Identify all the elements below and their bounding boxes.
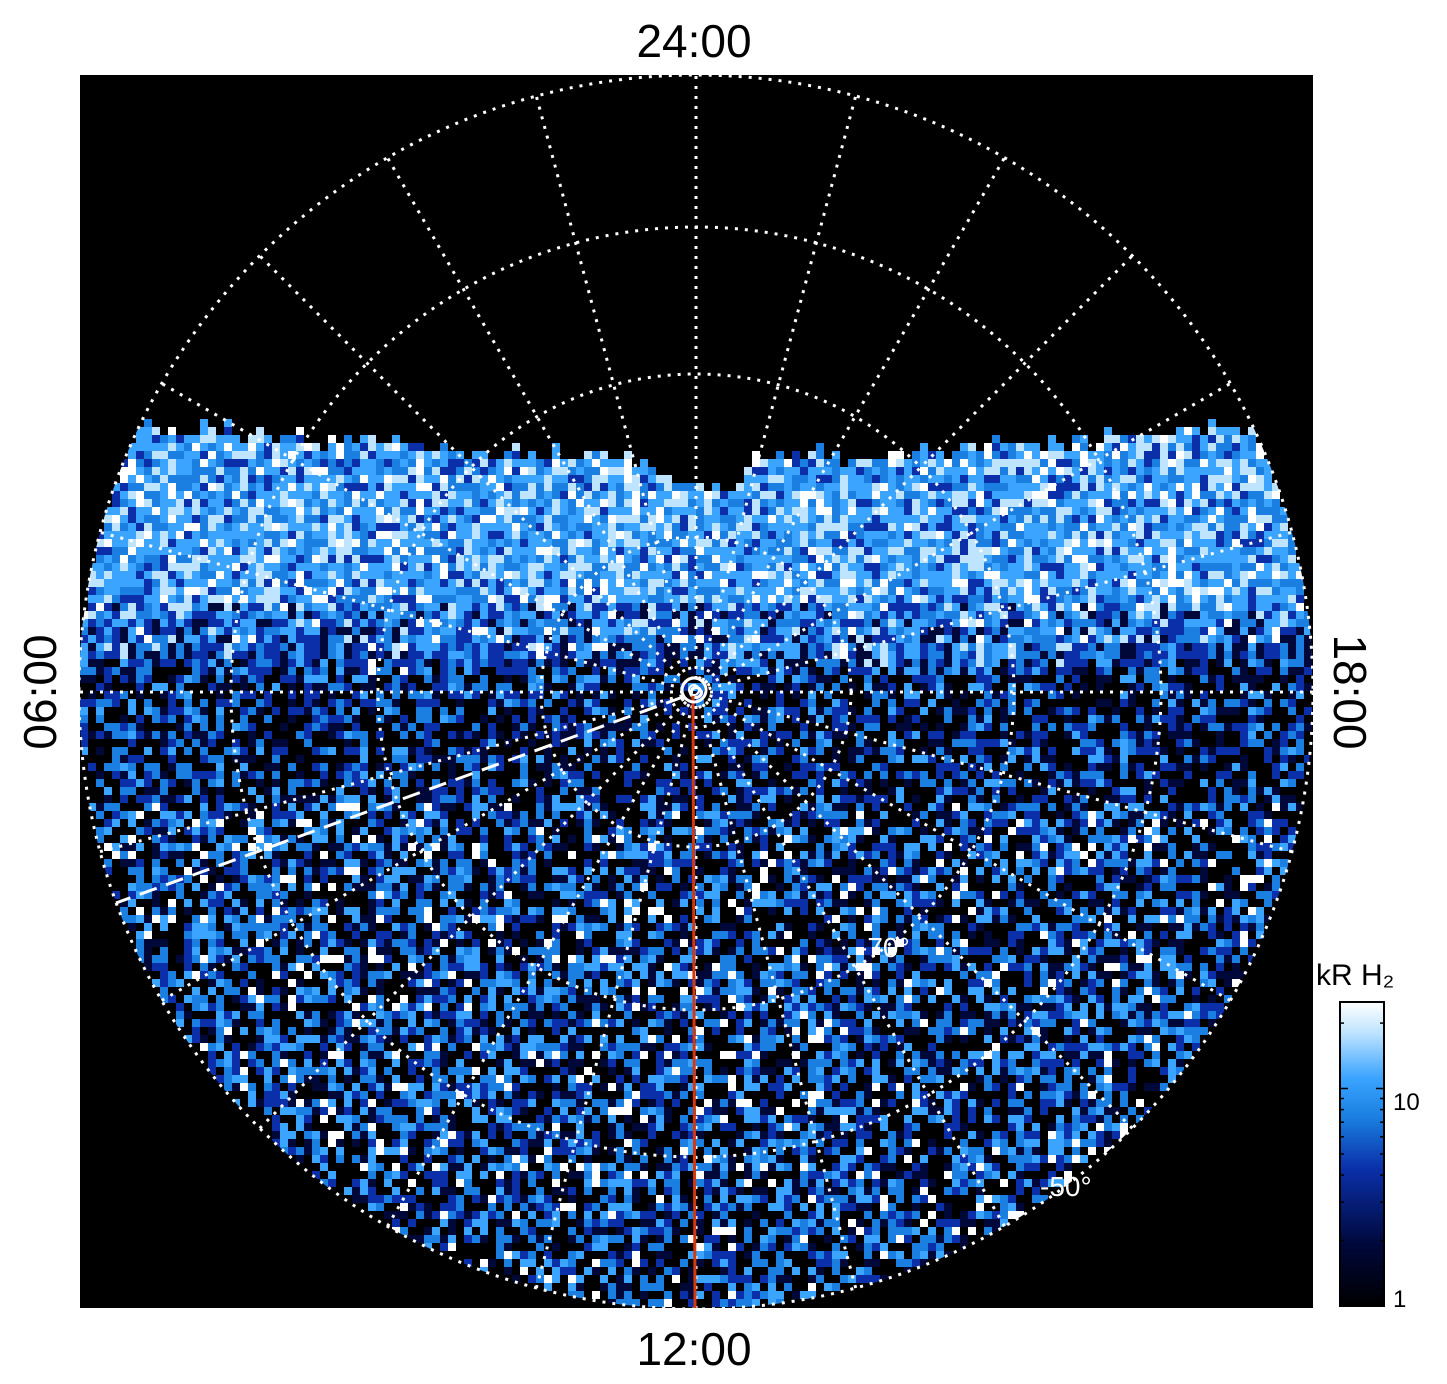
colorbar-tick-label-10: 10 (1393, 1089, 1420, 1116)
pole-marker (680, 676, 708, 704)
local-time-label-top: 24:00 (636, 15, 751, 67)
colorbar-gradient (1339, 1001, 1385, 1307)
auroral-emission-layer (80, 419, 1312, 1307)
colorbar-title: kR H₂ (1316, 959, 1394, 992)
colorbar-ticks (1340, 1022, 1384, 1242)
colorbar: kR H₂ 10 1 (1316, 959, 1420, 1313)
local-time-label-right: 18:00 (1324, 634, 1376, 749)
local-time-label-left: 06:00 (14, 634, 66, 749)
dashed-reference-line (115, 695, 684, 905)
noon-meridian-line (691, 694, 697, 1309)
latitude-label-70: -70° (858, 932, 910, 963)
colorbar-tick-label-1: 1 (1393, 1286, 1406, 1313)
latitude-label-50: -50° (1040, 1171, 1092, 1202)
local-time-label-bottom: 12:00 (636, 1323, 751, 1375)
